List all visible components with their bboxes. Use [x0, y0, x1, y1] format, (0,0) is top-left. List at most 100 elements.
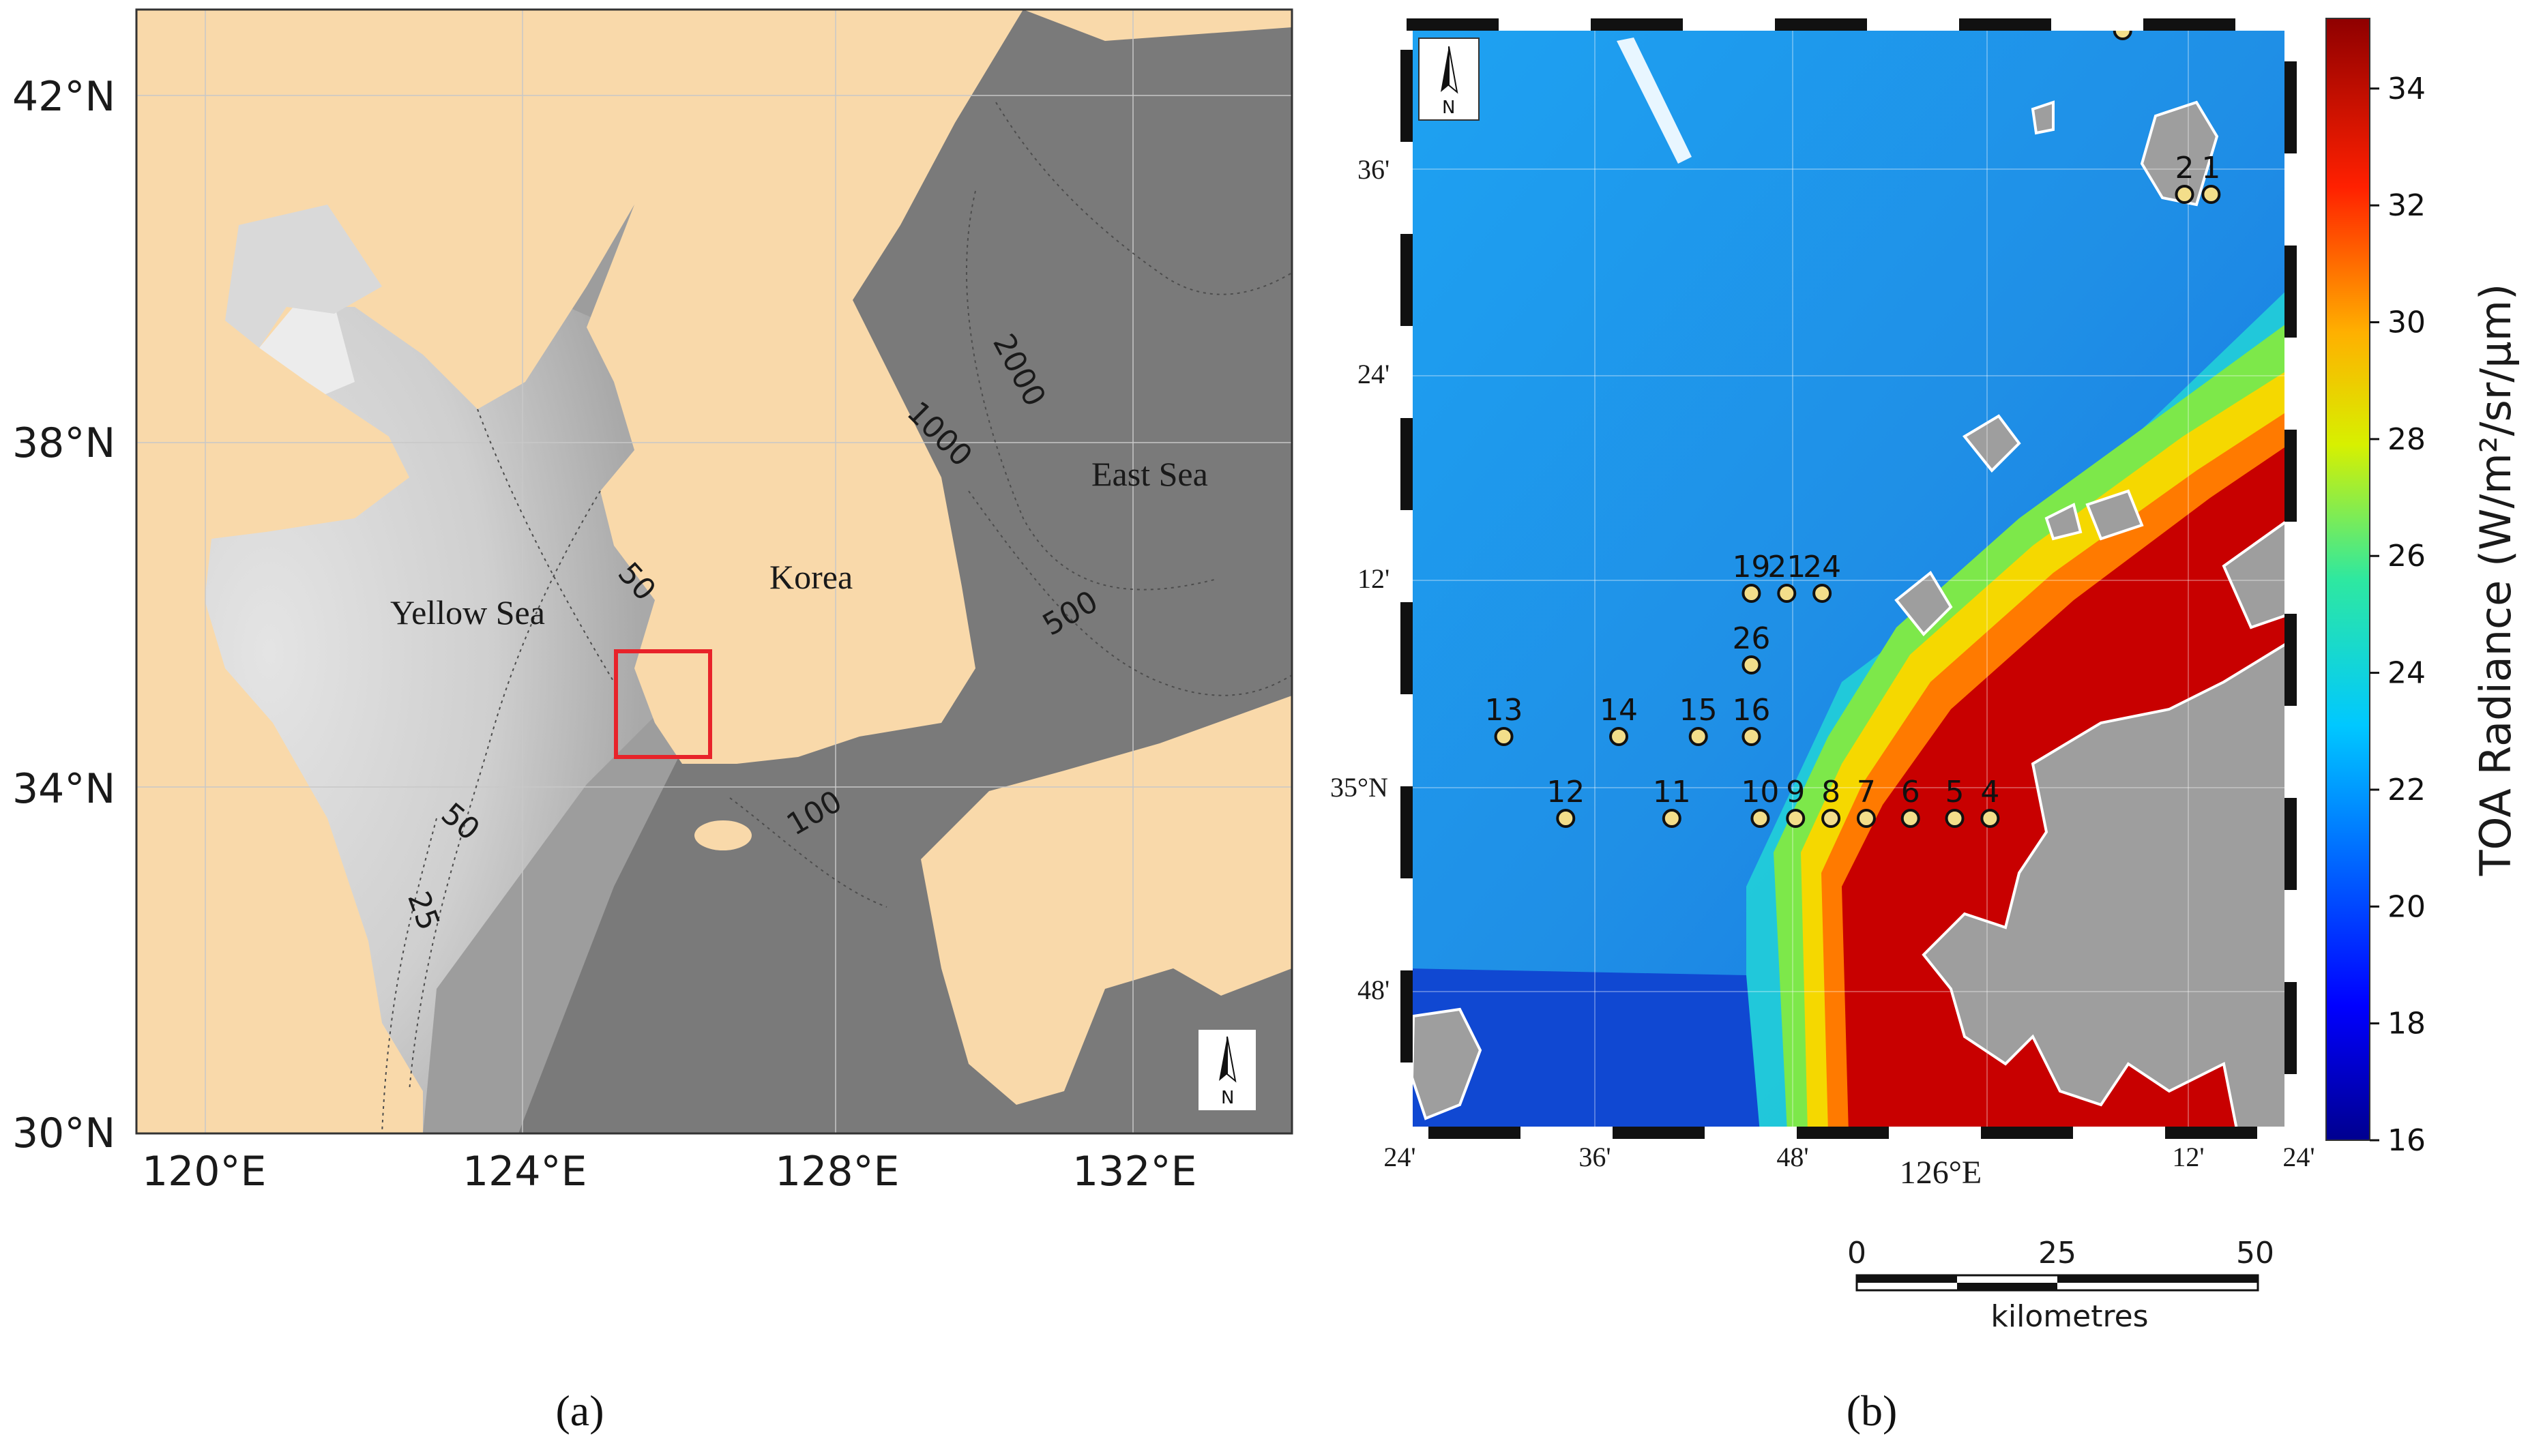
panel-a-grid — [136, 10, 1292, 1133]
scale-unit: kilometres — [1990, 1299, 2148, 1334]
panel-b-grid — [1407, 25, 2291, 1133]
station-15-label: 15 — [1679, 693, 1718, 728]
panel-b-cloud-streak — [1617, 38, 1692, 164]
station-19-marker — [1741, 584, 1761, 603]
station-13-label: 13 — [1485, 693, 1523, 728]
station-5-marker — [1945, 809, 1965, 828]
colorbar-tick-label-22: 22 — [2387, 773, 2426, 807]
place-korea: Korea — [769, 558, 853, 596]
lat-label-38n: 38°N — [12, 419, 115, 467]
station-2-marker — [2175, 185, 2194, 204]
station-24-label: 24 — [1803, 550, 1841, 584]
station-2-label: 2 — [2175, 151, 2194, 185]
station-15-marker — [1688, 727, 1708, 746]
lon-label-120e: 120°E — [142, 1148, 266, 1195]
panel-a-caption: (a) — [555, 1386, 604, 1435]
station-21-label: 21 — [1767, 550, 1806, 584]
station-26-marker — [1741, 655, 1761, 674]
lon-tick-126e: 126°E — [1900, 1155, 1982, 1191]
station-1-label: 1 — [2201, 151, 2220, 185]
colorbar-tick-label-28: 28 — [2387, 422, 2426, 457]
panel-b-caption: (b) — [1847, 1386, 1898, 1435]
station-16-marker — [1741, 727, 1761, 746]
lon-tick-24-right: 24' — [2282, 1142, 2314, 1172]
colorbar-tick-label-26: 26 — [2387, 539, 2426, 574]
panel-b-frame-dashed — [1400, 18, 2297, 1139]
lon-tick-48: 48' — [1776, 1142, 1808, 1172]
station-10-marker — [1750, 809, 1770, 828]
lon-tick-36: 36' — [1578, 1142, 1611, 1172]
colorbar-gradient — [2325, 18, 2370, 1141]
station-12-marker — [1556, 809, 1576, 828]
panel-b-dark-band — [1407, 968, 1760, 1133]
lat-tick-48: 48' — [1357, 975, 1390, 1005]
colorbar-tick-label-24: 24 — [2387, 656, 2426, 691]
panel-a-north-arrow: N — [1199, 1030, 1256, 1110]
lon-label-132e: 132°E — [1072, 1148, 1196, 1195]
panel-a-contours — [381, 102, 1292, 1133]
scale-tick-25: 25 — [2038, 1236, 2076, 1271]
lat-tick-12: 12' — [1357, 563, 1390, 594]
lon-tick-24: 24' — [1383, 1142, 1415, 1172]
panel-b-land — [1410, 100, 2291, 1133]
station-7-label: 7 — [1857, 775, 1876, 809]
colorbar-title: TOA Radiance (W/m²/sr/μm) — [2471, 284, 2520, 876]
station-8-label: 8 — [1821, 775, 1840, 809]
colorbar-tick-label-18: 18 — [2387, 1007, 2426, 1041]
station-8-marker — [1821, 809, 1841, 828]
colorbar-tick-label-30: 30 — [2387, 306, 2426, 340]
station-1-marker — [2201, 185, 2221, 204]
panel-a-land-shikoku — [1187, 743, 1292, 818]
lat-label-30n: 30°N — [12, 1110, 115, 1157]
scale-tick-50: 50 — [2236, 1236, 2274, 1271]
lat-label-34n: 34°N — [12, 765, 115, 813]
colorbar-ticks: 34 32 30 28 26 24 22 20 18 16 — [2370, 72, 2426, 1158]
scale-tick-0: 0 — [1847, 1236, 1866, 1271]
scale-bar: 0 25 50 kilometres — [1847, 1236, 2274, 1334]
station-11-marker — [1662, 809, 1681, 828]
lat-label-42n: 42°N — [12, 73, 115, 121]
panel-a-frame — [135, 8, 1293, 1135]
colorbar-tick-label-32: 32 — [2387, 188, 2426, 223]
station-9-label: 9 — [1786, 775, 1805, 809]
colorbar-tick-label-34: 34 — [2387, 72, 2426, 106]
station-5-label: 5 — [1945, 775, 1965, 809]
lat-tick-24: 24' — [1357, 359, 1390, 389]
station-7-marker — [1856, 809, 1876, 828]
svg-text:N: N — [1442, 98, 1455, 118]
station-4-marker — [1980, 809, 2000, 828]
station-14-label: 14 — [1600, 693, 1638, 728]
station-16-label: 16 — [1732, 693, 1770, 728]
place-east-sea: East Sea — [1091, 455, 1208, 493]
station-12-label: 12 — [1546, 775, 1585, 809]
station-10-label: 10 — [1741, 775, 1779, 809]
study-area-box — [614, 649, 712, 759]
station-9-marker — [1786, 809, 1806, 828]
svg-text:N: N — [1221, 1088, 1234, 1108]
colorbar: 34 32 30 28 26 24 22 20 18 16 TOA Radiance (W/m²/… — [2325, 18, 2520, 1158]
station-14-marker — [1609, 727, 1629, 746]
station-26-label: 26 — [1732, 621, 1770, 656]
colorbar-tick-label-16: 16 — [2387, 1123, 2426, 1158]
station-4-label: 4 — [1980, 775, 1999, 809]
panel-a-land-korea — [587, 10, 1023, 764]
lat-tick-36: 36' — [1357, 154, 1390, 185]
station-13-marker — [1494, 727, 1514, 746]
station-11-label: 11 — [1653, 775, 1691, 809]
lon-label-128e: 128°E — [775, 1148, 899, 1195]
colorbar-tick-label-20: 20 — [2387, 889, 2426, 924]
panel-b-north-arrow: N — [1418, 38, 1480, 121]
lat-tick-35n: 35°N — [1330, 772, 1388, 803]
station-19-label: 19 — [1732, 550, 1770, 584]
lon-label-124e: 124°E — [462, 1148, 587, 1195]
station-6-label: 6 — [1901, 775, 1920, 809]
station-6-marker — [1900, 809, 1920, 828]
panel-a-bohai — [225, 205, 382, 348]
place-yellow-sea: Yellow Sea — [390, 593, 545, 632]
station-21-marker — [1777, 584, 1797, 603]
panel-a-land-ne — [1023, 10, 1292, 41]
panel-a-jeju — [694, 820, 752, 850]
lon-tick-12: 12' — [2172, 1142, 2204, 1172]
